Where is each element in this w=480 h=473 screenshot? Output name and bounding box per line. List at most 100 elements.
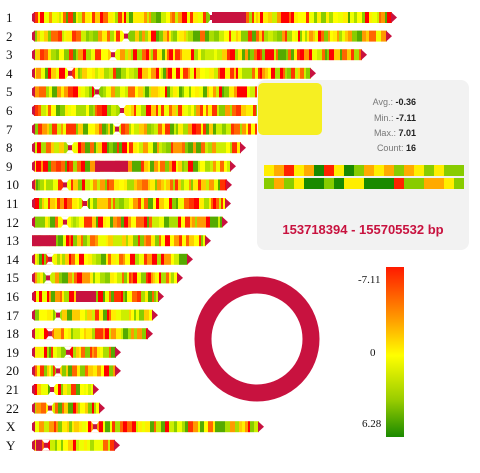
band [366,30,369,42]
band [237,86,242,98]
band [242,86,247,98]
band [149,309,153,321]
band [98,67,100,79]
band [196,123,201,135]
band [133,30,135,42]
band [189,198,194,209]
band [200,421,204,433]
telomere-right [391,12,397,23]
band [41,105,46,116]
band [217,105,219,116]
band [80,365,85,377]
band [216,142,221,154]
band [116,309,121,321]
band [354,49,359,61]
band [222,49,227,61]
band [173,86,177,98]
band [164,216,169,228]
band [170,123,174,135]
band [67,309,72,321]
band [340,49,342,61]
band [225,105,230,116]
band [62,365,66,377]
band [57,86,61,98]
band [37,30,40,42]
tooltip-strip-cell [274,178,284,189]
band [248,49,250,61]
band [190,12,193,23]
band [145,291,148,302]
band [58,216,62,228]
band [201,179,206,191]
band [214,179,218,191]
band [258,12,260,23]
band [74,272,77,284]
band [148,198,153,209]
band [247,86,250,98]
band [165,160,169,172]
telomere-left [32,160,35,172]
band [118,67,121,79]
band [141,160,144,172]
telomere-right [147,328,153,340]
band [71,235,73,247]
band [47,291,49,302]
band [128,86,131,98]
band [92,67,95,79]
band [97,365,101,377]
centromere-band [46,275,50,281]
band [131,86,135,98]
band [92,216,96,228]
band [46,179,51,191]
band [221,142,226,154]
band [96,402,100,414]
tooltip-strip-cell [364,178,374,189]
band [127,105,129,116]
band [61,123,63,135]
band [182,49,187,61]
band [71,179,73,191]
band [67,160,69,172]
band [40,179,44,191]
band [254,12,256,23]
band [68,365,72,377]
tooltip-strip-cell [334,178,344,189]
centromere-band [93,424,97,430]
band [174,253,179,265]
band [379,12,381,23]
band [34,365,37,377]
band [88,365,93,377]
band [142,30,145,42]
band [107,105,111,116]
telomere-left [32,272,35,284]
band [42,291,47,302]
band [186,30,188,42]
band [80,328,84,340]
band [268,12,272,23]
band [113,216,117,228]
band [291,67,295,79]
chromosome-12 [32,216,228,228]
band [64,30,66,42]
band [66,235,69,247]
telomere-right [225,198,231,209]
band [337,30,339,42]
band [131,49,133,61]
band [106,253,108,265]
band [282,49,286,61]
band [121,291,123,302]
band [79,253,84,265]
band [58,384,61,395]
band [182,160,184,172]
band [106,216,110,228]
band [171,142,173,154]
band [137,49,142,61]
band [139,30,142,42]
band [180,198,184,209]
band [105,328,109,340]
telomere-right [258,421,264,433]
tooltip-strip-cell [294,165,304,176]
band [295,30,298,42]
band [37,142,41,154]
band [339,30,342,42]
